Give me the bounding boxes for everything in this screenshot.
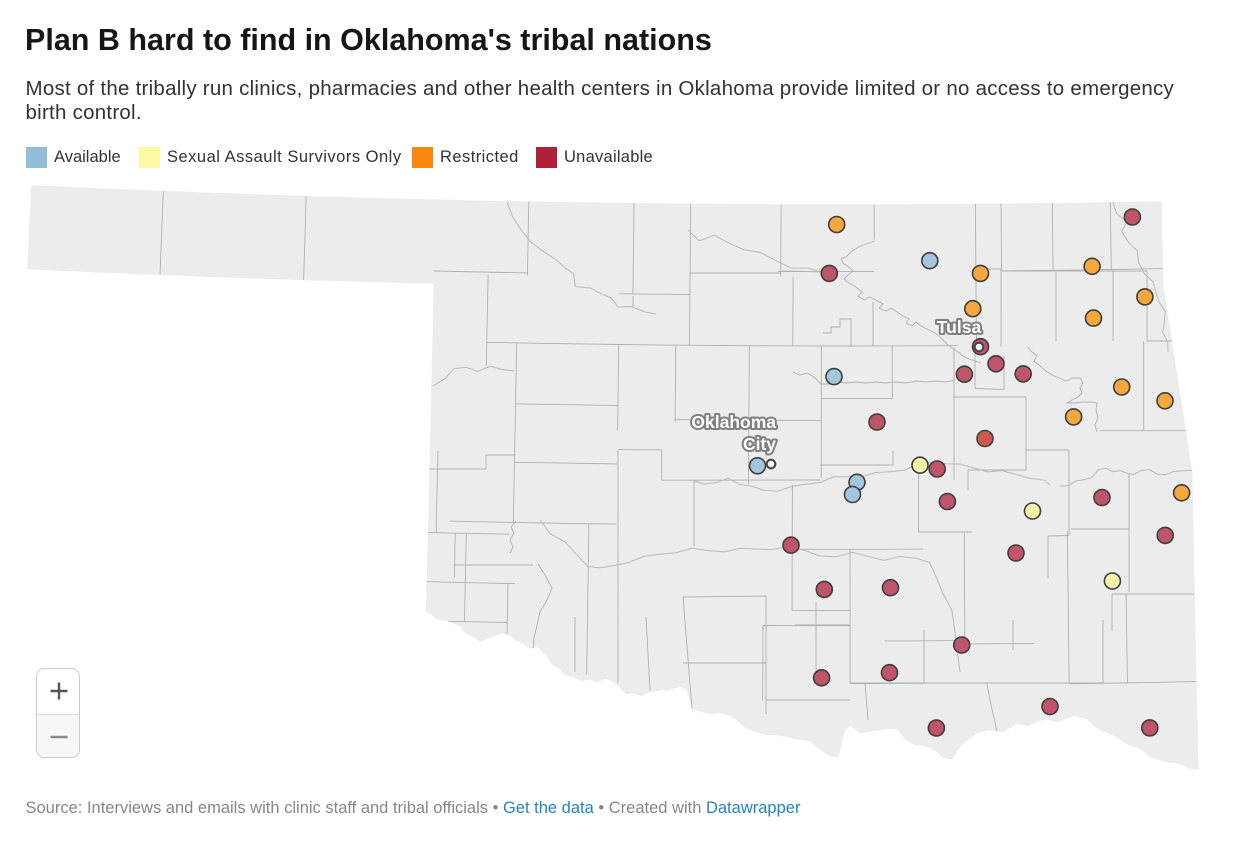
svg-text:Oklahoma: Oklahoma bbox=[691, 412, 776, 432]
svg-text:City: City bbox=[743, 434, 776, 454]
svg-text:Tulsa: Tulsa bbox=[937, 317, 982, 337]
